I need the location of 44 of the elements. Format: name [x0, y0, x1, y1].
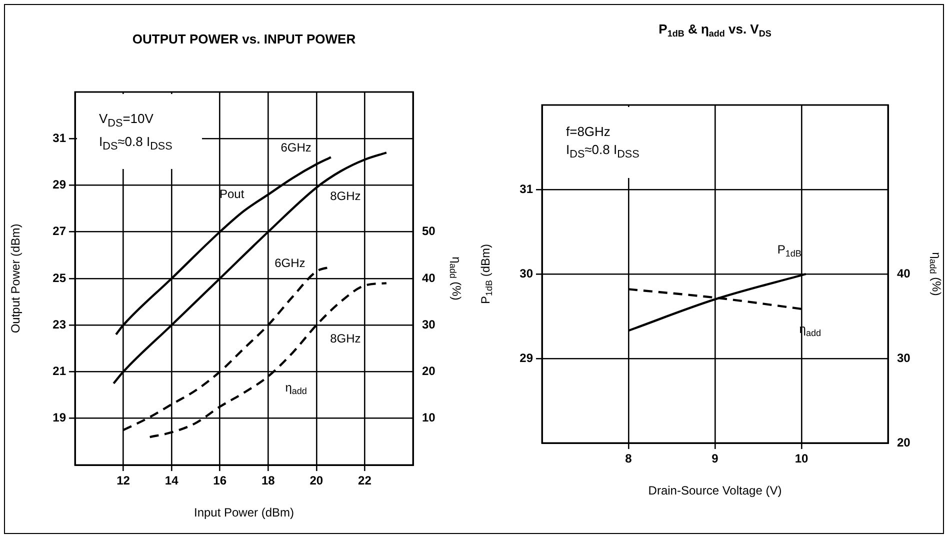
y2-tick-label: 50 [422, 224, 436, 238]
y2-tick-label: 20 [422, 364, 436, 378]
y2-axis-title: ηadd (%) [928, 252, 944, 296]
annotation: f=8GHz [566, 123, 612, 141]
y-axis-title: P1dB (dBm) [478, 244, 494, 304]
y-tick-label: 21 [52, 364, 66, 378]
x-tick-label: 14 [164, 474, 179, 488]
x-tick-label: 12 [116, 474, 130, 488]
x-tick-label: 8 [625, 452, 632, 466]
x-tick-label: 22 [358, 474, 372, 488]
x-axis-title: Input Power (dBm) [194, 505, 294, 520]
series-label: 6GHz [280, 140, 312, 154]
annotation: I$_{DS}$≈0.8 I$_{DSS}$ [566, 141, 640, 163]
y2-tick-label: 40 [897, 266, 911, 280]
y2-axis-title: ηadd (%) [448, 256, 464, 300]
annotation: I$_{DS}$≈0.8 I$_{DSS}$ [99, 132, 172, 154]
y-tick-label: 25 [52, 270, 66, 285]
x-tick-label: 20 [310, 474, 324, 488]
series-label: 8GHz [330, 189, 361, 204]
y-tick-label: 29 [52, 178, 66, 192]
text-panel: V$_{DS}$=10V I$_{DS}$≈0.8 I$_{DSS}$ [77, 94, 202, 170]
y-axis-title: Output Power (dBm) [8, 224, 22, 334]
series-label: 8GHz [330, 331, 361, 346]
y-tick-label: 23 [52, 317, 66, 332]
x-tick-label: 18 [261, 474, 276, 488]
y2-tick-label: 10 [422, 410, 436, 425]
y-tick-label: 31 [52, 130, 66, 145]
y2-tick-label: 20 [897, 435, 911, 450]
y-tick-label: 29 [520, 350, 534, 365]
y-tick-label: 31 [520, 182, 534, 196]
x-tick-label: 9 [712, 452, 719, 466]
x-axis-title: Drain-Source Voltage (V) [648, 483, 782, 498]
y-tick-label: 30 [520, 266, 534, 280]
series-label: 6GHz [274, 256, 306, 270]
x-tick-label: 10 [794, 452, 808, 466]
y-tick-label: 27 [52, 224, 66, 238]
annotation: V$_{DS}$=10V [99, 110, 154, 132]
x-tick-label: 16 [213, 474, 227, 488]
chart-title: OUTPUT POWER vs. INPUT POWER [132, 32, 356, 47]
annotation: Pout [219, 186, 245, 201]
y2-tick-label: 40 [422, 270, 436, 285]
y2-tick-label: 30 [422, 317, 436, 332]
y-tick-label: 19 [52, 410, 66, 425]
y2-tick-label: 30 [897, 350, 911, 365]
